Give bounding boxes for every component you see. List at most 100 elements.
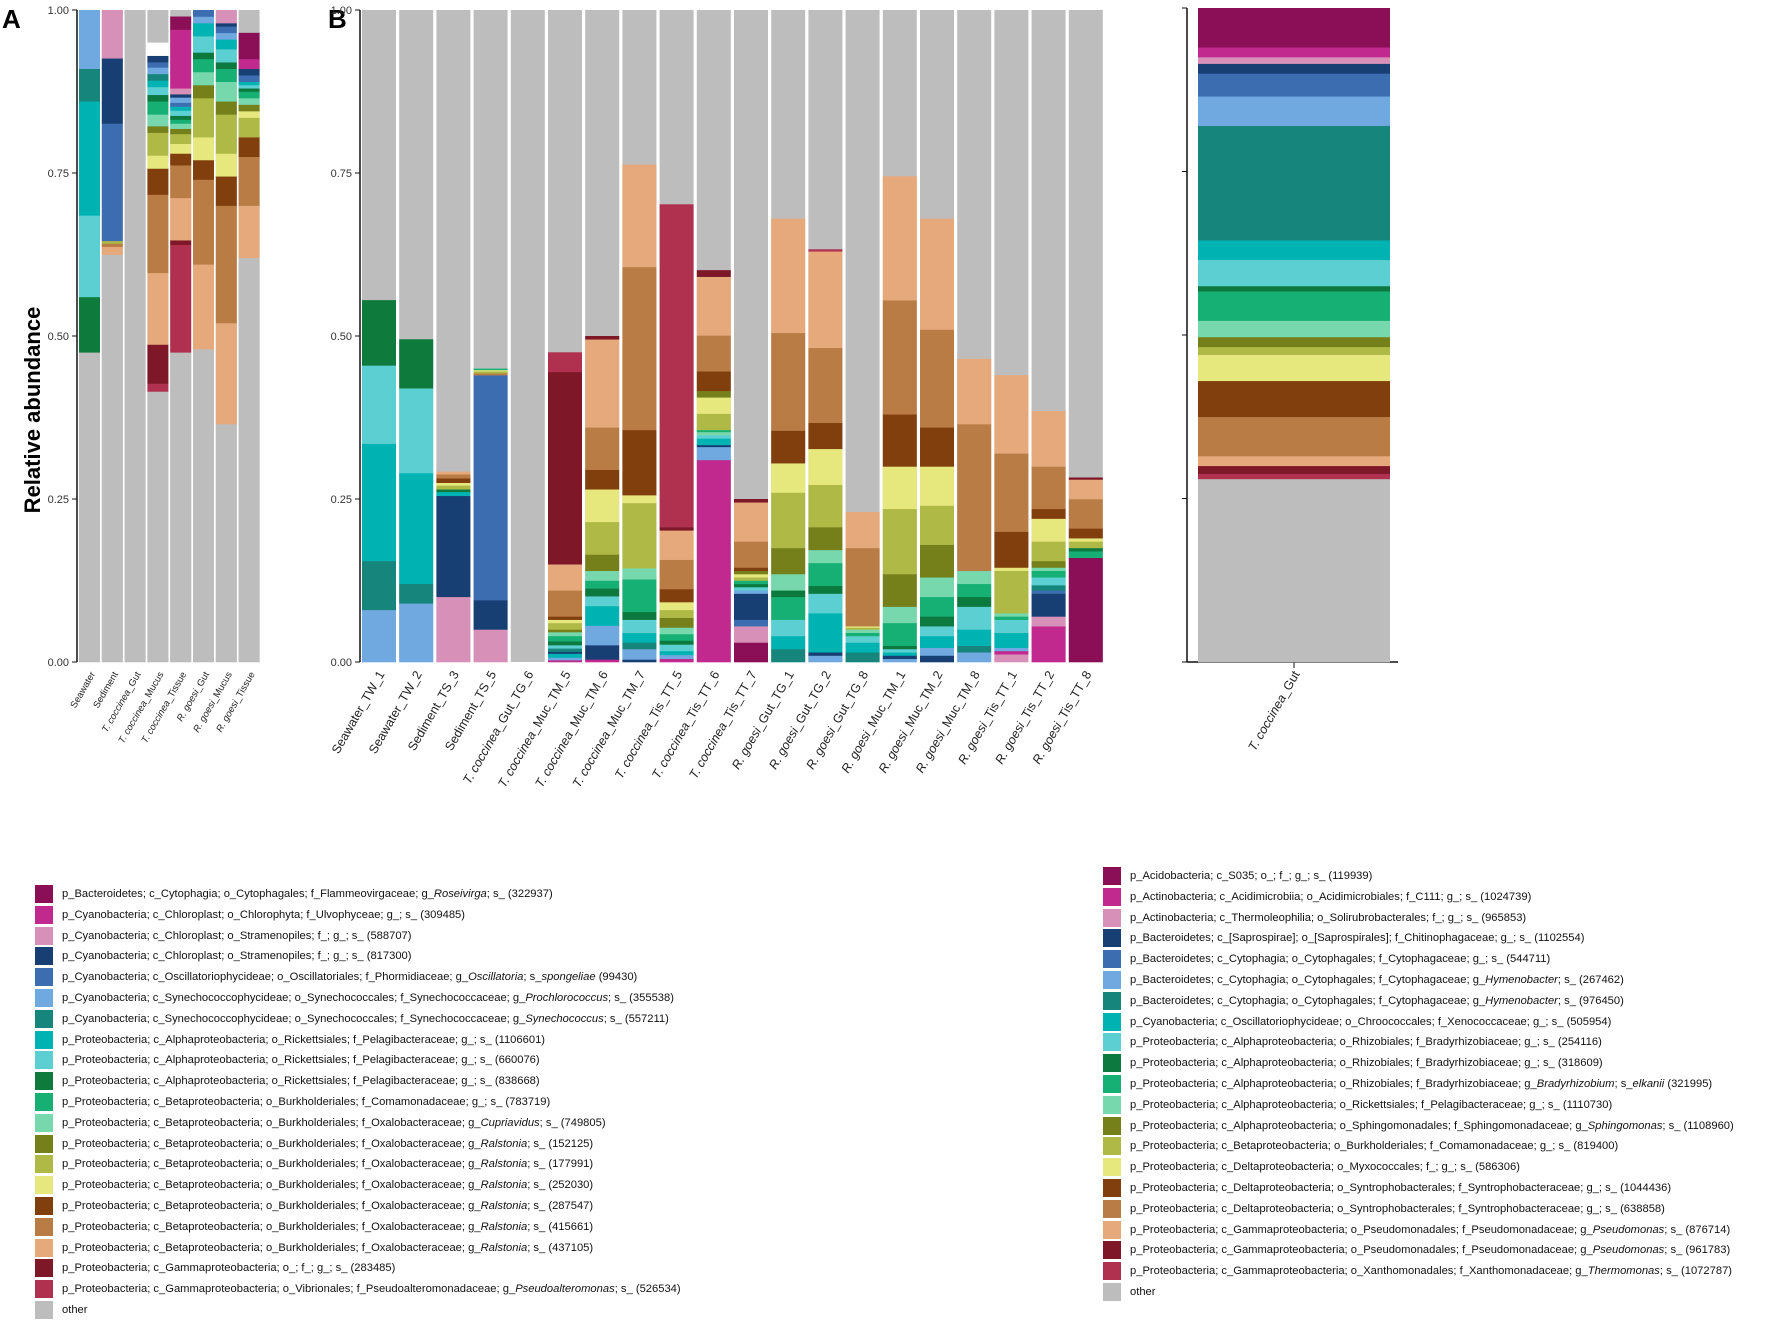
- legend-label: p_Bacteroidetes; c_Cytophagia; o_Cytopha…: [1130, 973, 1624, 986]
- legend-label: p_Proteobacteria; c_Alphaproteobacteria;…: [1130, 1119, 1734, 1132]
- legend-swatch: [1103, 1241, 1121, 1260]
- stack-segment: [147, 62, 169, 68]
- panel-label-b: B: [328, 4, 347, 34]
- stack-segment: [957, 645, 992, 653]
- stack-segment: [193, 264, 214, 350]
- stack-segment: [696, 390, 731, 398]
- legend-label: p_Bacteroidetes; c_Cytophagia; o_Cytopha…: [62, 888, 553, 900]
- stack-segment: [957, 570, 992, 585]
- legend-entry: p_Cyanobacteria; c_Synechococcophycideae…: [35, 1009, 1055, 1030]
- stack-segment: [845, 635, 880, 643]
- stack-segment: [659, 588, 694, 603]
- stack-segment: [882, 622, 917, 646]
- stack-segment: [808, 484, 843, 528]
- stack-segment: [101, 240, 123, 244]
- stack-segment: [1198, 57, 1390, 64]
- stack-segment: [215, 39, 237, 50]
- legend-entry: p_Proteobacteria; c_Alphaproteobacteria;…: [1103, 1032, 1783, 1053]
- stack-segment: [79, 296, 100, 353]
- legend-entry: p_Bacteroidetes; c_Cytophagia; o_Cytopha…: [1103, 991, 1783, 1012]
- legend-entry: p_Cyanobacteria; c_Chloroplast; o_Strame…: [35, 926, 1055, 947]
- stack-segment: [1031, 410, 1066, 467]
- stack-segment: [101, 58, 123, 124]
- stack-segment: [1198, 125, 1390, 241]
- legend-entry: p_Bacteroidetes; c_Cytophagia; o_Cytopha…: [1103, 970, 1783, 991]
- stack-segment: [215, 322, 237, 425]
- category-label: T. coccinea_Muc_TM_5: [495, 668, 573, 790]
- stack-segment: [1031, 541, 1066, 562]
- legend-swatch: [1103, 1033, 1121, 1052]
- stack-segment: [170, 16, 192, 30]
- legend-entry: p_Proteobacteria; c_Betaproteobacteria; …: [35, 1092, 1055, 1113]
- stack-segment: [771, 492, 806, 549]
- legend-swatch: [35, 1196, 53, 1215]
- stack-segment: [994, 616, 1029, 620]
- stack-segment: [238, 81, 260, 86]
- stack-segment: [1068, 538, 1103, 542]
- stack-segment: [1198, 320, 1390, 338]
- panel-label-a: A: [2, 4, 21, 34]
- stack-segment: [659, 617, 694, 628]
- legend-label: p_Proteobacteria; c_Betaproteobacteria; …: [62, 1179, 594, 1192]
- stack-segment: [808, 549, 843, 564]
- stack-segment: [845, 629, 880, 633]
- stack-segment: [147, 42, 169, 56]
- stack-segment: [696, 431, 731, 436]
- stack-segment: [622, 648, 657, 660]
- stack-segment: [147, 67, 169, 75]
- stack-segment: [193, 16, 214, 24]
- legend-entry: p_Proteobacteria; c_Alphaproteobacteria;…: [1103, 1116, 1783, 1137]
- legend-entry: p_Proteobacteria; c_Betaproteobacteria; …: [35, 1238, 1055, 1259]
- stack-segment: [771, 463, 806, 493]
- stack-segment: [696, 459, 731, 663]
- legend-swatch: [1103, 929, 1121, 948]
- stack-segment: [548, 648, 582, 652]
- stack-segment: [696, 335, 731, 372]
- category-label: T. coccinea_Gut: [1246, 668, 1303, 753]
- stack-segment: [994, 613, 1029, 617]
- legend-swatch: [35, 1300, 53, 1319]
- stack-segment: [622, 632, 657, 643]
- stack-segment: [147, 80, 169, 88]
- y-tick-label: 0.25: [48, 494, 69, 506]
- stack-segment: [696, 446, 731, 461]
- legend-label: p_Bacteroidetes; c_Cytophagia; o_Cytopha…: [1130, 953, 1551, 966]
- stack-segment: [548, 653, 582, 658]
- stack-segment: [170, 102, 192, 107]
- stack-segment: [1198, 47, 1390, 58]
- stack-segment: [238, 84, 260, 89]
- legend-swatch: [35, 1134, 53, 1153]
- stack-segment: [882, 645, 917, 650]
- panel-c-chart: T. coccinea_Gut: [1182, 7, 1398, 753]
- legend-entry: p_Proteobacteria; c_Alphaproteobacteria;…: [35, 1030, 1055, 1051]
- stack-segment: [1198, 455, 1390, 467]
- legend-label: p_Proteobacteria; c_Deltaproteobacteria;…: [1130, 1181, 1672, 1194]
- stack-segment: [79, 352, 100, 663]
- stack-segment: [585, 427, 620, 470]
- stack-segment: [79, 215, 100, 298]
- stack-segment: [548, 371, 582, 565]
- stack-segment: [170, 123, 192, 129]
- legend-label: p_Proteobacteria; c_Betaproteobacteria; …: [62, 1220, 594, 1233]
- legend-label: p_Cyanobacteria; c_Chloroplast; o_Strame…: [62, 929, 412, 942]
- legend-swatch: [1103, 1158, 1121, 1177]
- stack-segment: [436, 482, 471, 486]
- stack-segment: [808, 347, 843, 424]
- y-tick-label: 1.00: [331, 5, 352, 17]
- stack-segment: [882, 414, 917, 467]
- stack-segment: [696, 276, 731, 336]
- stack-segment: [193, 159, 214, 180]
- stack-segment: [170, 240, 192, 246]
- stack-segment: [1198, 346, 1390, 355]
- stack-segment: [215, 62, 237, 69]
- legend-label: p_Proteobacteria; c_Gammaproteobacteria;…: [62, 1283, 681, 1296]
- stack-segment: [882, 606, 917, 624]
- stack-segment: [548, 590, 582, 617]
- stack-segment: [585, 588, 620, 597]
- stack-segment: [845, 632, 880, 637]
- y-tick-label: 0.75: [331, 168, 352, 180]
- stack-segment: [362, 365, 396, 444]
- y-tick-label: 0.50: [48, 331, 69, 343]
- legend-entry: p_Cyanobacteria; c_Chloroplast; o_Chloro…: [35, 905, 1055, 926]
- stack-segment: [170, 115, 192, 120]
